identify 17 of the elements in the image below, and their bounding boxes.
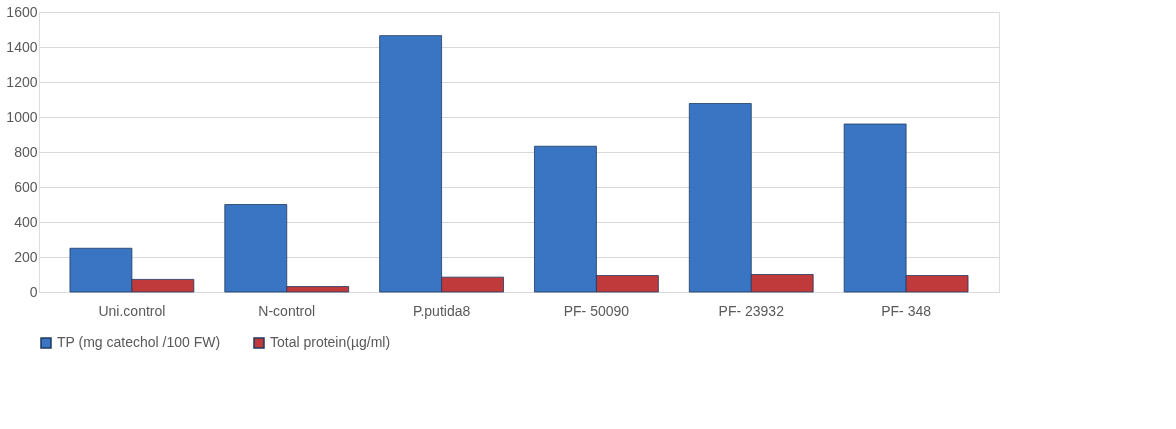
y-tick-label: 0 [29, 283, 38, 300]
x-tick-label: P.putida8 [412, 302, 471, 319]
y-tick-label: 1400 [6, 38, 38, 55]
x-tick-label: N-control [258, 302, 316, 319]
x-tick-label: PF- 50090 [563, 302, 630, 319]
y-tick-label: 1000 [6, 108, 38, 125]
y-tick-label: 800 [14, 143, 38, 160]
y-tick-label: 1200 [6, 73, 38, 90]
legend-label: TP (mg catechol /100 FW) [57, 334, 221, 350]
y-tick-label: 200 [14, 248, 38, 265]
y-tick-label: 1600 [6, 3, 38, 20]
legend-label: Total protein(µg/ml) [270, 334, 391, 350]
y-tick-label: 600 [14, 178, 38, 195]
x-tick-label: PF- 23932 [718, 302, 785, 319]
x-tick-label: Uni.control [98, 302, 166, 319]
y-tick-label: 400 [14, 213, 38, 230]
x-tick-label: PF- 348 [881, 302, 932, 319]
